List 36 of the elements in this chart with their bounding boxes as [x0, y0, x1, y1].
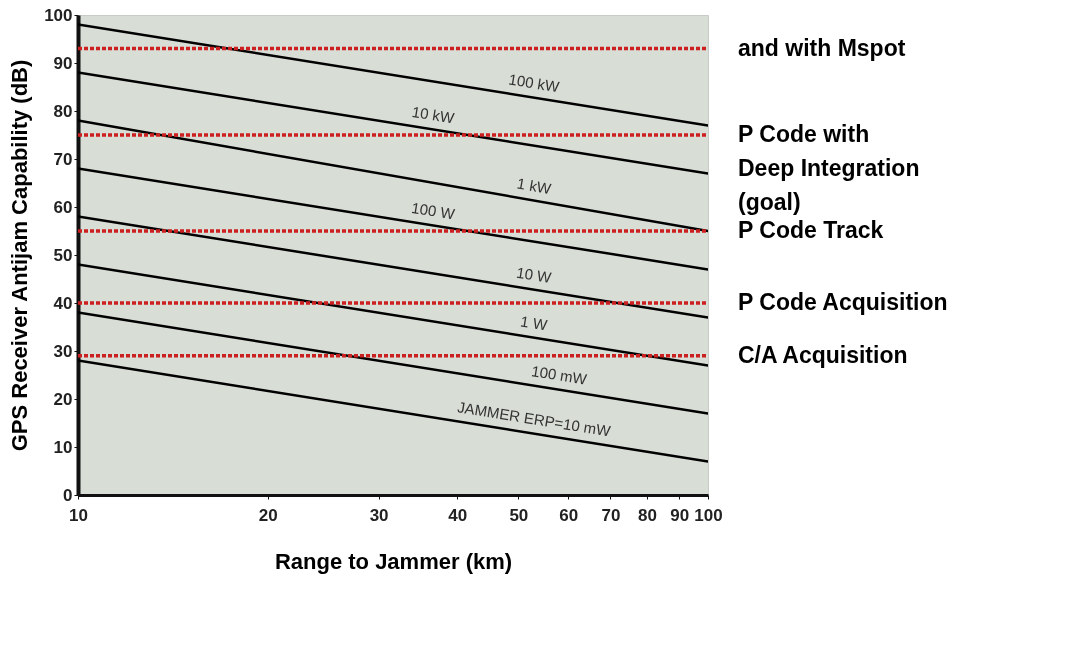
x-tick-label: 60	[559, 505, 579, 525]
y-tick-label: 30	[53, 341, 73, 361]
text: 10 kW	[410, 102, 457, 127]
y-tick-label: 70	[53, 149, 73, 169]
y-tick-label: 20	[53, 389, 73, 409]
text: 100 mW	[530, 362, 589, 388]
ref-line-label: P Code with Deep Integration (goal)	[738, 121, 920, 215]
text: JAMMER ERP=10 mW	[456, 398, 613, 440]
y-tick-label: 100	[44, 5, 73, 25]
ref-line-label: and with Mspot	[738, 34, 906, 61]
x-tick-label: 100	[694, 505, 723, 525]
y-tick-label: 80	[53, 101, 73, 121]
y-tick-label: 60	[53, 197, 73, 217]
text: 1 kW	[515, 174, 554, 198]
y-tick-label: 10	[53, 437, 73, 457]
x-tick-label: 40	[448, 505, 468, 525]
x-tick-label: 50	[509, 505, 529, 525]
y-tick-label: 40	[53, 293, 73, 313]
y-tick-label: 50	[53, 245, 73, 265]
y-tick-label: 0	[63, 485, 73, 505]
x-tick-label: 10	[69, 505, 88, 525]
y-axis-title: GPS Receiver Antijam Capability (dB)	[7, 59, 33, 452]
text: 1 W	[519, 312, 550, 334]
y-tick-label: 90	[53, 53, 73, 73]
ref-line-label: C/A Acquisition	[738, 341, 908, 368]
text: 10 W	[515, 263, 554, 287]
ref-line-label: P Code Track	[738, 217, 884, 243]
x-axis-title: Range to Jammer (km)	[274, 548, 513, 574]
x-tick-label: 80	[637, 505, 657, 525]
x-tick-label: 90	[670, 505, 690, 525]
x-tick-label: 70	[601, 505, 621, 525]
x-tick-label: 20	[258, 505, 278, 525]
ref-line-label: P Code Acquisition	[738, 289, 948, 315]
x-tick-label: 30	[369, 505, 389, 525]
text: 100 kW	[507, 70, 562, 96]
text: 100 W	[410, 198, 457, 223]
